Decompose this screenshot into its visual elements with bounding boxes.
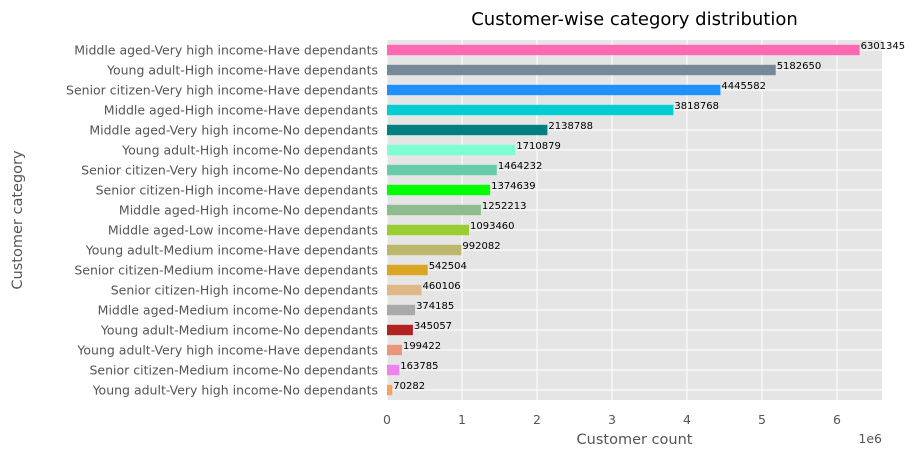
bar xyxy=(387,224,470,236)
data-label: 2138788 xyxy=(548,121,593,132)
bar xyxy=(387,284,422,296)
data-label: 5182650 xyxy=(777,61,822,72)
category-label: Middle aged-High income-Have dependants xyxy=(104,103,378,118)
data-label: 374185 xyxy=(416,301,454,312)
x-tick-label: 3 xyxy=(608,412,616,427)
category-label: Young adult-Medium income-No dependants xyxy=(100,323,378,338)
data-label: 163785 xyxy=(400,361,438,372)
bar xyxy=(387,124,548,136)
data-label: 542504 xyxy=(429,261,467,272)
category-label: Young adult-Very high income-No dependan… xyxy=(92,383,378,398)
bar xyxy=(387,64,776,76)
data-label: 460106 xyxy=(423,281,461,292)
category-label: Middle aged-Low income-Have dependants xyxy=(108,223,378,238)
x-tick-label: 2 xyxy=(533,412,541,427)
bar xyxy=(387,104,674,116)
bar xyxy=(387,164,497,176)
bar xyxy=(387,184,491,196)
bar xyxy=(387,364,400,376)
bar xyxy=(387,384,393,396)
bar xyxy=(387,44,860,56)
bar xyxy=(387,144,516,156)
y-axis-title: Customer category xyxy=(10,150,26,290)
category-label: Middle aged-Very high income-No dependan… xyxy=(89,123,378,138)
category-label: Young adult-High income-No dependants xyxy=(121,143,378,158)
category-labels: Middle aged-Very high income-Have depend… xyxy=(66,43,378,398)
plot-background xyxy=(387,40,882,400)
category-label: Young adult-Very high income-Have depend… xyxy=(76,343,378,358)
x-tick-label: 5 xyxy=(758,412,766,427)
bar xyxy=(387,204,481,216)
data-label: 345057 xyxy=(414,321,452,332)
x-tick-label: 6 xyxy=(833,412,841,427)
data-label: 1464232 xyxy=(498,161,543,172)
x-tick-label: 0 xyxy=(383,412,391,427)
bar xyxy=(387,324,413,336)
category-label: Middle aged-Medium income-No dependants xyxy=(98,303,378,318)
bar xyxy=(387,344,402,356)
category-label: Senior citizen-High income-Have dependan… xyxy=(96,183,378,198)
chart-title: Customer-wise category distribution xyxy=(471,9,798,30)
category-label: Senior citizen-Medium income-Have depend… xyxy=(74,263,378,278)
x-axis-offset-label: 1e6 xyxy=(858,431,882,446)
category-label: Middle aged-High income-No dependants xyxy=(119,203,378,218)
data-label: 1252213 xyxy=(482,201,527,212)
category-label: Senior citizen-Very high income-Have dep… xyxy=(66,83,378,98)
data-label: 70282 xyxy=(393,381,425,392)
data-label: 3818768 xyxy=(674,101,719,112)
data-label: 1710879 xyxy=(516,141,561,152)
bars xyxy=(387,44,860,396)
category-label: Senior citizen-Very high income-No depen… xyxy=(81,163,378,178)
category-label: Middle aged-Very high income-Have depend… xyxy=(74,43,378,58)
data-label: 6301345 xyxy=(861,41,906,52)
bar xyxy=(387,244,462,256)
x-tick-label: 1 xyxy=(458,412,466,427)
data-label: 1374639 xyxy=(491,181,536,192)
data-label: 4445582 xyxy=(721,81,766,92)
data-label: 199422 xyxy=(403,341,441,352)
bar xyxy=(387,84,721,96)
category-label: Senior citizen-Medium income-No dependan… xyxy=(89,363,378,378)
category-label: Senior citizen-High income-No dependants xyxy=(111,283,378,298)
data-label: 992082 xyxy=(462,241,500,252)
x-axis-title: Customer count xyxy=(577,432,693,448)
bar xyxy=(387,264,428,276)
category-label: Young adult-High income-Have dependants xyxy=(106,63,378,78)
x-tick-label: 4 xyxy=(683,412,691,427)
x-tick-labels: 0 1 2 3 4 5 6 xyxy=(383,412,841,427)
category-label: Young adult-Medium income-Have dependant… xyxy=(85,243,378,258)
data-label: 1093460 xyxy=(470,221,515,232)
bar xyxy=(387,304,416,316)
